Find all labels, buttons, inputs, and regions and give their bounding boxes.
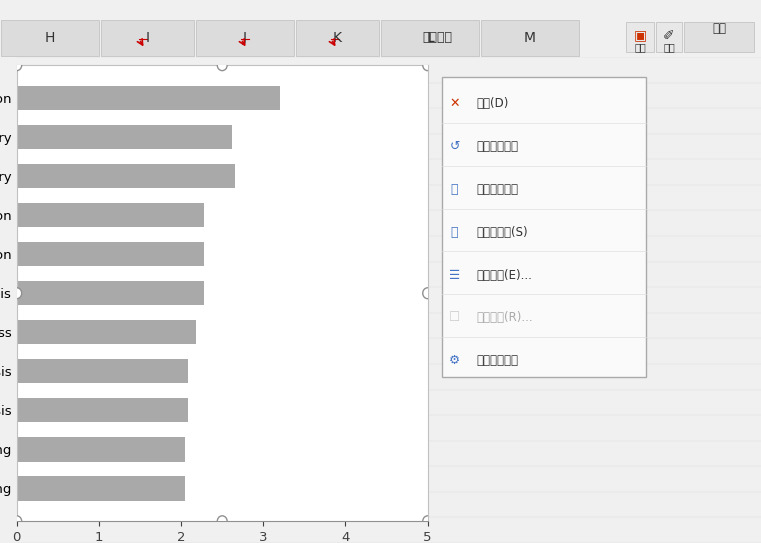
Text: M: M xyxy=(524,31,536,45)
Bar xyxy=(17,164,234,188)
Bar xyxy=(626,22,654,52)
Text: 填充: 填充 xyxy=(634,42,646,52)
Text: L: L xyxy=(426,31,434,45)
Bar xyxy=(17,203,204,227)
Bar xyxy=(17,242,204,266)
Circle shape xyxy=(218,516,227,527)
Text: 💾: 💾 xyxy=(451,226,458,238)
Text: 重设以匹配样: 重设以匹配样 xyxy=(476,140,518,153)
Text: 设置绘图区格: 设置绘图区格 xyxy=(476,354,518,367)
Circle shape xyxy=(423,516,432,527)
Text: 更改图表类型: 更改图表类型 xyxy=(476,183,518,195)
Circle shape xyxy=(423,60,432,71)
Bar xyxy=(17,398,188,422)
Text: 选择数据(E)...: 选择数据(E)... xyxy=(476,269,532,281)
Text: ↺: ↺ xyxy=(450,140,460,153)
Text: 绘图: 绘图 xyxy=(712,22,726,35)
Circle shape xyxy=(12,288,21,299)
Text: 删除(D): 删除(D) xyxy=(476,97,508,110)
Text: J: J xyxy=(243,31,247,45)
Text: H: H xyxy=(45,31,56,45)
Bar xyxy=(296,20,379,56)
Circle shape xyxy=(218,60,227,71)
Bar xyxy=(17,437,185,462)
Bar xyxy=(656,22,682,52)
Text: 三维旋转(R)...: 三维旋转(R)... xyxy=(476,312,533,324)
Bar xyxy=(17,86,280,110)
Circle shape xyxy=(12,516,21,527)
Text: ☐: ☐ xyxy=(449,312,460,324)
Bar xyxy=(481,20,579,56)
FancyBboxPatch shape xyxy=(442,77,646,377)
Bar xyxy=(684,22,754,52)
Bar xyxy=(381,20,479,56)
Text: ✕: ✕ xyxy=(450,97,460,110)
Bar xyxy=(1,20,99,56)
Text: ⚙: ⚙ xyxy=(449,354,460,367)
Text: 边框: 边框 xyxy=(663,42,675,52)
Text: I: I xyxy=(145,31,149,45)
Text: 共同监督: 共同监督 xyxy=(422,31,452,45)
Bar xyxy=(17,476,185,501)
Text: ▣: ▣ xyxy=(633,28,647,42)
Circle shape xyxy=(423,288,432,299)
Text: ✐: ✐ xyxy=(663,28,675,42)
Bar xyxy=(196,20,294,56)
Text: 📊: 📊 xyxy=(451,183,458,195)
Circle shape xyxy=(12,60,21,71)
Bar xyxy=(17,320,196,344)
Bar xyxy=(101,20,194,56)
Bar xyxy=(17,125,232,149)
Bar xyxy=(17,359,188,383)
Bar xyxy=(17,281,204,305)
Text: ☰: ☰ xyxy=(449,269,460,281)
Text: 另存为模板(S): 另存为模板(S) xyxy=(476,226,527,238)
Text: K: K xyxy=(333,31,342,45)
